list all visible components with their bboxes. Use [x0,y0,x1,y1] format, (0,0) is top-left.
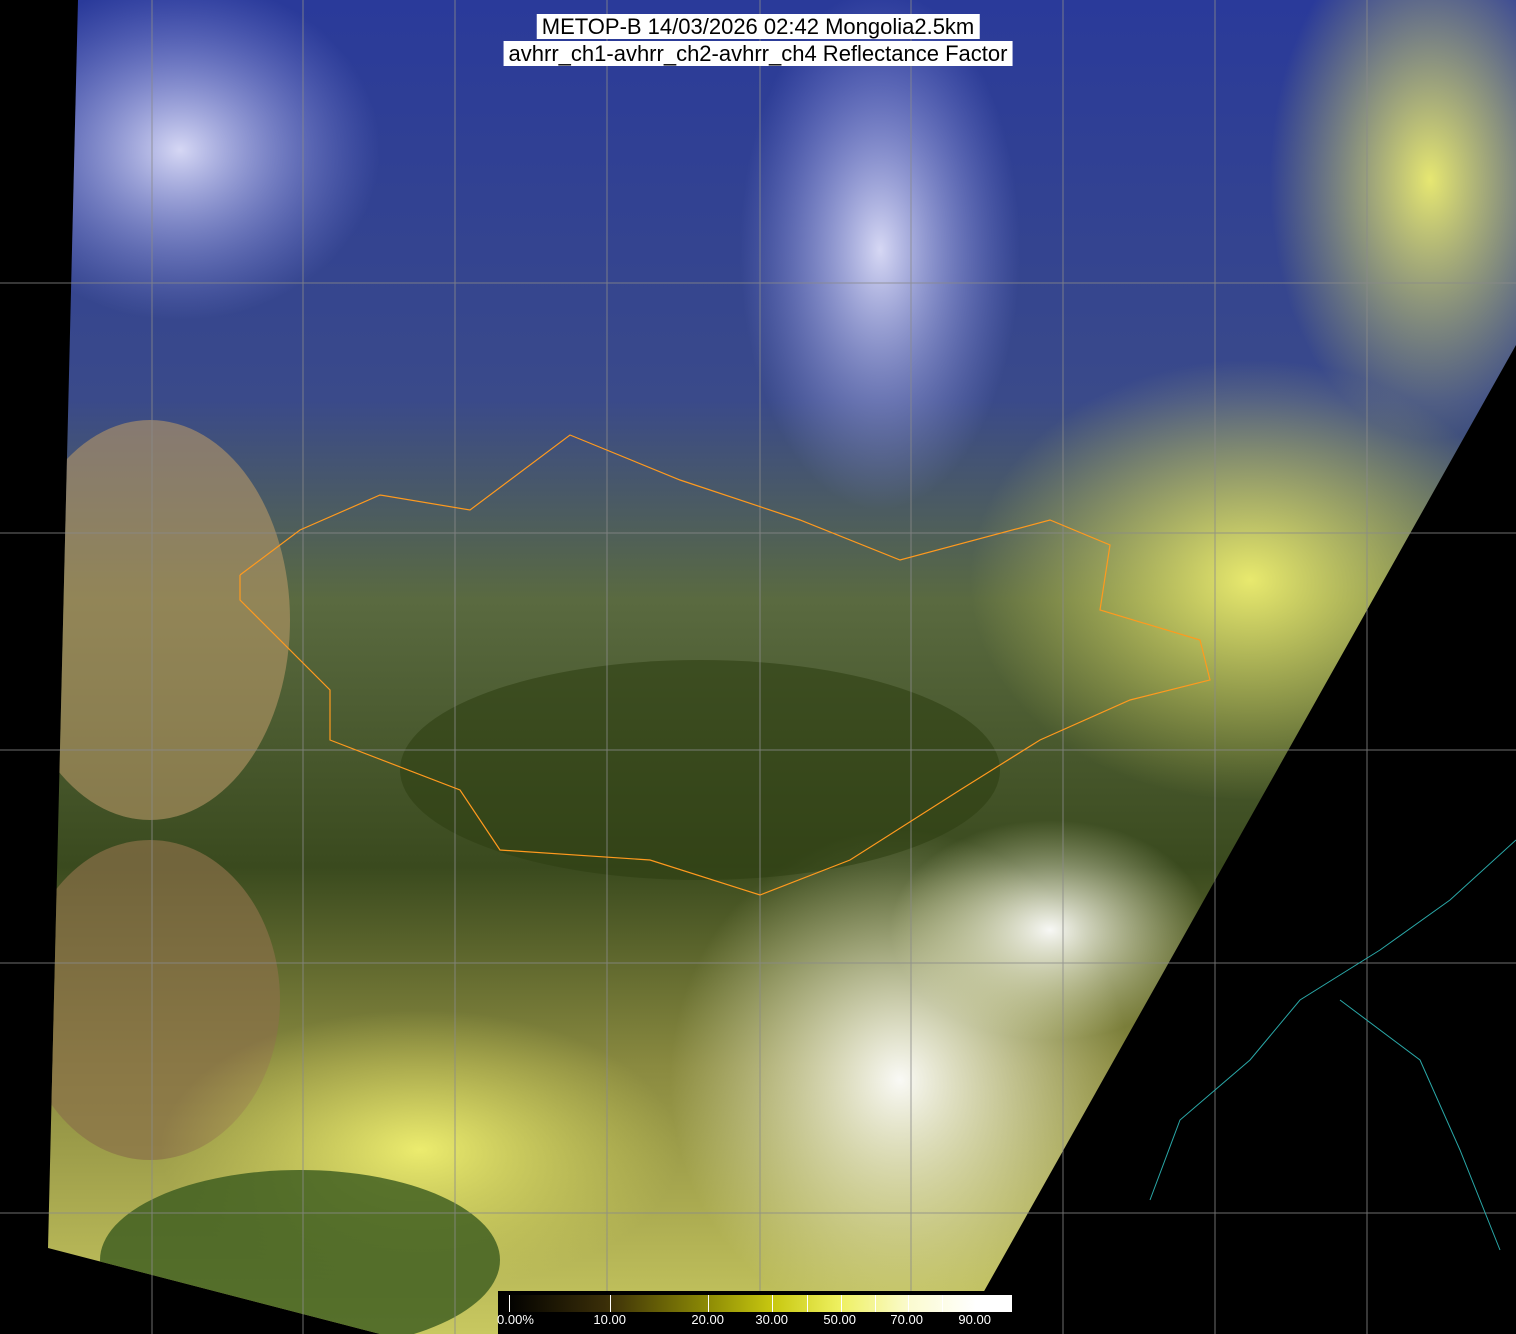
colorbar-legend: 0.00% 10.00 20.00 30.00 50.00 70.00 90.0… [497,1291,1018,1334]
colorbar-tick [772,1295,773,1312]
colorbar-label: 70.00 [890,1312,923,1327]
colorbar-tick [875,1295,876,1312]
colorbar-tick [708,1295,709,1312]
colorbar-label: 0.00% [497,1312,534,1327]
colorbar-tick [942,1295,943,1312]
colorbar-tick [610,1295,611,1312]
colorbar-tick [841,1295,842,1312]
colorbar-label: 50.00 [823,1312,856,1327]
colorbar-tick [509,1295,510,1312]
colorbar-tick [908,1295,909,1312]
colorbar-label: 20.00 [691,1312,724,1327]
coastline [1149,839,1516,1251]
title-line-1: METOP-B 14/03/2026 02:42 Mongolia2.5km [536,14,980,39]
colorbar-tick [807,1295,808,1312]
colorbar-label: 30.00 [755,1312,788,1327]
colorbar-tick [975,1295,976,1312]
mongolia-border [239,434,1211,896]
colorbar-label: 90.00 [958,1312,991,1327]
title-line-2: avhrr_ch1-avhrr_ch2-avhrr_ch4 Reflectanc… [503,41,1013,66]
colorbar-gradient [504,1295,1012,1312]
colorbar-tick [1008,1295,1009,1312]
colorbar-label: 10.00 [593,1312,626,1327]
